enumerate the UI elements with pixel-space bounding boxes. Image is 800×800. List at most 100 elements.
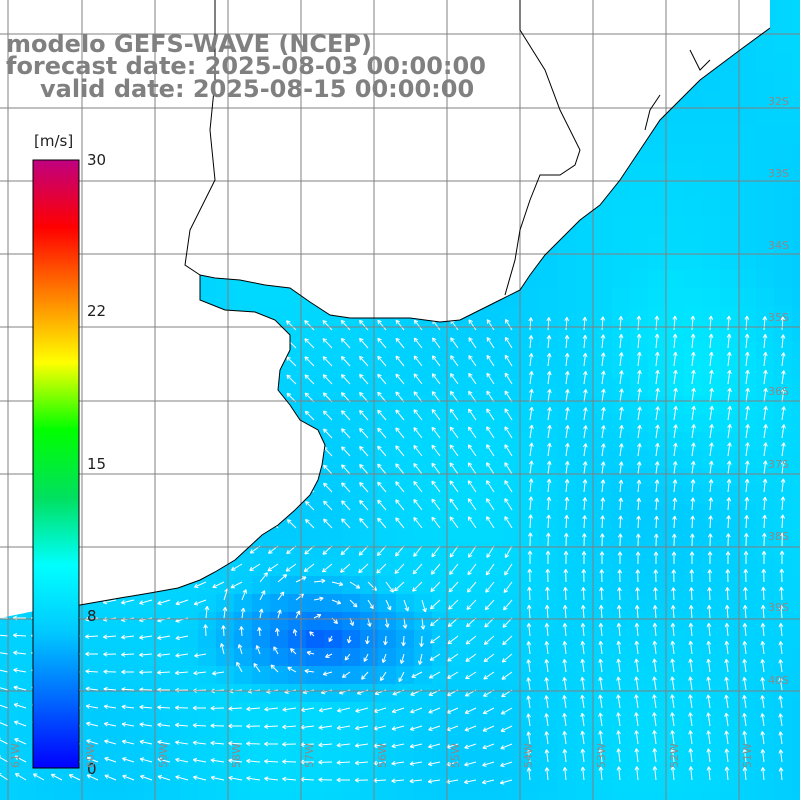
wind-arrow xyxy=(122,376,135,385)
wind-arrow xyxy=(781,442,786,457)
wind-arrow xyxy=(690,460,696,475)
wind-arrow xyxy=(467,444,477,457)
wind-arrow xyxy=(358,545,369,556)
wind-arrow xyxy=(544,749,550,763)
wind-arrow xyxy=(652,658,657,673)
wind-arrow xyxy=(468,319,477,331)
wind-arrow xyxy=(13,703,27,709)
wind-arrow xyxy=(413,480,423,493)
wind-arrow xyxy=(0,521,9,529)
wind-arrow xyxy=(527,532,533,547)
wind-arrow xyxy=(544,659,550,673)
wind-arrow xyxy=(194,581,207,588)
wind-arrow xyxy=(580,676,585,691)
wind-arrow xyxy=(409,743,423,749)
wind-arrow xyxy=(431,444,441,457)
wind-arrow xyxy=(394,563,405,574)
wind-arrow xyxy=(653,587,658,601)
wind-arrow xyxy=(778,623,784,637)
wind-arrow xyxy=(86,721,99,727)
wind-arrow xyxy=(527,568,533,583)
wind-arrow xyxy=(727,369,732,385)
wind-arrow xyxy=(485,581,495,593)
wind-arrow xyxy=(504,354,513,367)
wind-arrow xyxy=(159,375,171,385)
wind-arrow xyxy=(395,445,405,457)
wind-arrow xyxy=(157,740,171,745)
wind-arrow xyxy=(157,705,171,710)
wind-arrow xyxy=(104,430,117,439)
wind-arrow xyxy=(122,520,135,529)
wind-arrow xyxy=(321,563,333,573)
wind-arrow xyxy=(691,424,696,439)
wind-arrow xyxy=(157,563,171,571)
wind-arrow xyxy=(377,445,387,457)
wind-arrow xyxy=(192,757,207,763)
wind-arrow xyxy=(486,444,495,457)
wind-arrow xyxy=(323,500,333,511)
wind-arrow xyxy=(781,388,786,403)
wind-arrow xyxy=(526,604,532,619)
wind-arrow xyxy=(761,550,767,565)
wind-arrow xyxy=(286,320,297,331)
coastline xyxy=(39,27,771,611)
wind-arrow xyxy=(781,424,786,439)
wind-arrow xyxy=(267,338,279,349)
wind-arrow xyxy=(616,640,622,655)
wind-arrow xyxy=(762,316,768,331)
wind-arrow xyxy=(385,599,392,611)
wind-arrow xyxy=(617,569,623,583)
wind-arrow xyxy=(598,658,603,673)
wind-arrow xyxy=(287,666,297,673)
wind-arrow xyxy=(195,321,207,331)
wind-arrow xyxy=(670,658,675,673)
wind-arrow xyxy=(13,467,27,475)
wind-arrow xyxy=(529,424,534,439)
wind-arrow xyxy=(268,429,279,439)
wind-arrow xyxy=(760,604,766,619)
wind-arrow xyxy=(86,376,99,385)
wind-arrow xyxy=(159,465,171,475)
wind-arrow xyxy=(743,587,748,601)
wind-arrow xyxy=(726,315,732,331)
wind-arrow xyxy=(286,483,297,493)
wind-arrow xyxy=(246,706,261,712)
wind-arrow xyxy=(341,518,351,529)
wind-arrow xyxy=(670,676,675,691)
wind-arrow xyxy=(140,483,153,493)
wind-arrow xyxy=(121,599,135,605)
wind-arrow xyxy=(429,653,441,661)
wind-arrow xyxy=(431,545,441,558)
wind-arrow xyxy=(762,334,768,349)
wind-arrow xyxy=(122,774,135,781)
wind-arrow xyxy=(616,658,621,673)
wind-arrow xyxy=(563,532,569,547)
wind-arrow xyxy=(340,563,351,573)
wind-arrow xyxy=(384,617,390,628)
wind-arrow xyxy=(526,713,532,727)
wind-arrow xyxy=(391,725,405,731)
wind-arrow xyxy=(104,376,117,385)
wind-arrow xyxy=(395,319,405,331)
wind-arrow xyxy=(527,550,533,565)
wind-arrow xyxy=(195,429,207,439)
wind-arrow xyxy=(706,766,712,781)
wind-arrow xyxy=(341,500,351,511)
wind-arrow xyxy=(468,337,477,349)
wind-arrow xyxy=(601,425,606,439)
wind-arrow xyxy=(429,599,441,610)
wind-arrow xyxy=(0,668,9,673)
lat-label-39s: 39S xyxy=(768,601,789,614)
wind-arrow xyxy=(344,653,351,661)
wind-arrow xyxy=(250,483,261,493)
wind-arrow xyxy=(420,617,426,630)
wind-arrow xyxy=(745,369,750,385)
wind-arrow xyxy=(286,429,297,439)
wind-arrow xyxy=(141,340,153,349)
wind-arrow xyxy=(212,581,225,589)
wind-arrow xyxy=(547,424,552,439)
wind-arrow xyxy=(600,443,606,457)
wind-arrow xyxy=(286,465,297,475)
lat-label-34s: 34S xyxy=(768,239,789,252)
wind-arrow xyxy=(743,551,749,565)
